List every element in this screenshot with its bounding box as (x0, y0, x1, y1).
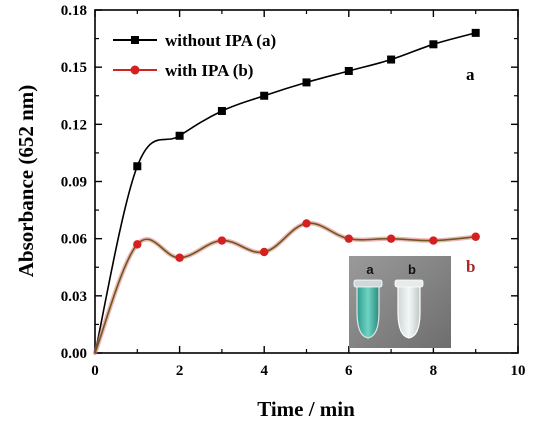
y-tick-label: 0.09 (61, 175, 87, 191)
data-point (133, 240, 142, 249)
data-point (133, 162, 142, 171)
data-point (260, 247, 269, 257)
x-axis-label: Time / min (257, 397, 355, 421)
curve-label-b: b (466, 257, 475, 276)
data-point (429, 236, 438, 245)
x-tick-label: 6 (345, 363, 353, 379)
inset-label-a: a (366, 262, 374, 277)
inset-photo: a b (349, 256, 451, 348)
legend: without IPA (a) with IPA (b) (113, 31, 276, 80)
y-tick-label: 0.18 (61, 3, 87, 19)
legend-marker-without-ipa (131, 36, 139, 44)
data-point (344, 66, 353, 75)
y-tick-label: 0.12 (61, 117, 87, 133)
data-point (471, 28, 480, 37)
y-axis-ticks: 0.00 0.03 0.06 0.09 0.12 0.15 0.18 (61, 3, 518, 362)
plot-axes: 0 2 4 6 8 10 0.00 0.03 0.06 0.09 0.12 0.15 0.18 (61, 3, 526, 379)
x-tick-label: 2 (176, 363, 184, 379)
y-axis-label: Absorbance (652 nm) (14, 85, 38, 278)
tube-a (356, 285, 380, 339)
data-point (260, 91, 269, 100)
series-layer (92, 28, 480, 356)
data-point (344, 234, 353, 243)
series-line (94, 222, 476, 354)
data-point (386, 234, 396, 243)
inset-label-b: b (408, 262, 416, 277)
series-without-ipa (94, 28, 480, 354)
data-point (175, 131, 184, 140)
x-tick-label: 0 (91, 363, 99, 379)
tube-b (397, 285, 421, 339)
y-tick-label: 0.06 (61, 232, 88, 248)
legend-label-without-ipa: without IPA (a) (165, 31, 276, 50)
x-tick-label: 4 (260, 363, 268, 379)
legend-entry-with-ipa: with IPA (b) (113, 61, 253, 80)
data-point (387, 55, 396, 64)
legend-marker-with-ipa (130, 65, 140, 75)
tube-b-cap (394, 279, 424, 288)
data-point (217, 236, 227, 245)
data-point (429, 40, 438, 49)
legend-label-with-ipa: with IPA (b) (165, 61, 253, 80)
curve-label-a: a (466, 65, 475, 84)
legend-entry-without-ipa: without IPA (a) (113, 31, 276, 50)
data-point (302, 78, 311, 87)
y-tick-label: 0.00 (61, 346, 87, 362)
series-with-ipa (92, 219, 480, 356)
data-point (175, 253, 184, 262)
x-tick-label: 10 (511, 363, 526, 379)
data-point (217, 106, 226, 115)
y-tick-label: 0.03 (61, 289, 87, 305)
x-axis-ticks: 0 2 4 6 8 10 (91, 10, 526, 379)
tube-a-cap (353, 279, 383, 288)
x-tick-label: 8 (430, 363, 438, 379)
plot-frame (94, 9, 519, 354)
data-point (302, 219, 311, 228)
data-point (471, 232, 480, 241)
y-tick-label: 0.15 (61, 60, 87, 76)
